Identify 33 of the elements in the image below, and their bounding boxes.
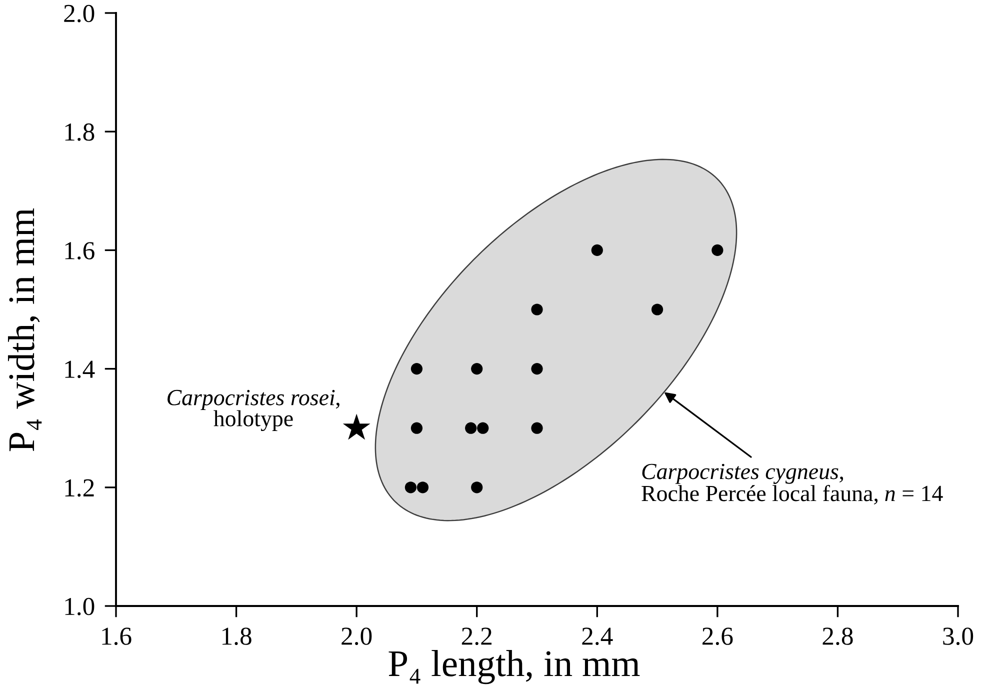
point [410,362,423,375]
annotation: Carpocristes cygneus, Roche Percée local fauna, n = 14 [642,464,943,505]
point [651,304,664,316]
point [410,422,423,434]
text: Carpocristes rosei, holotype [168,390,340,432]
y-tick-label: 1.4 [65,360,95,378]
y-tick-label: 1.2 [65,479,94,497]
y-tick-label: 1.6 [65,242,94,260]
x-tick-label: 1.8 [222,628,252,646]
point [531,304,543,316]
point [416,482,429,494]
point [531,422,543,434]
point [404,482,417,494]
y-axis-title: P₄ width, in mm [8,208,42,452]
x-axis-title: P₄ length, in mm [388,650,640,684]
point [477,422,489,434]
x-tick-label: 2.8 [822,628,853,646]
x-tick-label: 2.0 [342,628,372,646]
point [471,482,483,494]
x-tick-label: 2.2 [462,628,492,646]
point [471,362,483,375]
point [712,244,724,256]
y-tick-label: 1.0 [65,598,94,616]
x-tick-label: 2.6 [702,628,733,646]
point [591,244,603,256]
x-tick-label: 2.4 [582,628,613,646]
x-tick-label: 1.6 [102,628,132,646]
point [465,422,477,434]
y-tick-label: 2.0 [64,4,94,22]
x-tick-label: 3.0 [943,628,974,646]
point [531,362,543,375]
point [342,414,370,440]
y-tick-label: 1.8 [65,123,94,141]
